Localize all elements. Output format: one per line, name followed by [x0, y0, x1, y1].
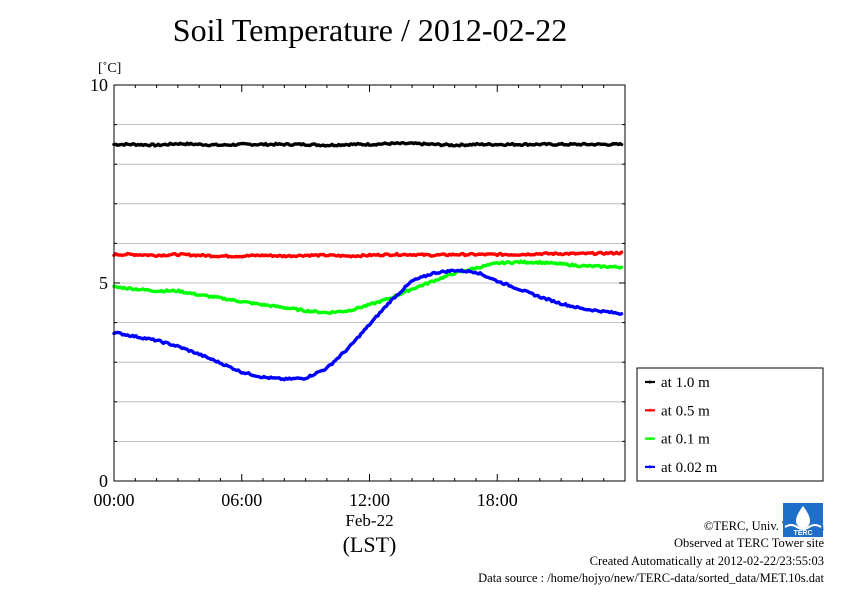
y-axis-label: [˚C]	[98, 61, 121, 76]
legend-box	[636, 367, 824, 482]
created-text: Created Automatically at 2012-02-22/23:5…	[589, 554, 824, 568]
observed-text: Observed at TERC Tower site	[673, 536, 824, 550]
y-tick-label: 5	[99, 273, 108, 293]
legend-marker	[648, 380, 652, 384]
chart-title: Soil Temperature / 2012-02-22	[172, 12, 568, 48]
legend-label: at 0.5 m	[661, 403, 710, 419]
x-tick-label: 06:00	[221, 490, 262, 510]
x-date-label: Feb-22	[345, 511, 393, 530]
legend-label: at 1.0 m	[661, 375, 710, 391]
legend-marker	[648, 465, 652, 469]
legend-label: at 0.1 m	[661, 432, 710, 448]
series-line-2	[112, 250, 624, 259]
legend-label: at 0.02 m	[661, 460, 718, 476]
series-line-1	[112, 140, 624, 148]
terc-logo: TERC	[783, 503, 823, 537]
legend-marker	[648, 408, 652, 412]
series-line-4	[112, 268, 624, 382]
y-tick-label: 10	[90, 75, 108, 95]
legend-marker	[648, 437, 652, 441]
x-axis-label: (LST)	[343, 532, 397, 557]
series-line-3	[112, 259, 624, 315]
x-tick-label: 18:00	[477, 490, 518, 510]
logo-text: TERC	[793, 530, 812, 537]
y-tick-label: 0	[99, 471, 108, 491]
data-source-text: Data source : /home/hojyo/new/TERC-data/…	[478, 571, 824, 585]
x-tick-label: 12:00	[349, 490, 390, 510]
x-tick-label: 00:00	[93, 490, 134, 510]
